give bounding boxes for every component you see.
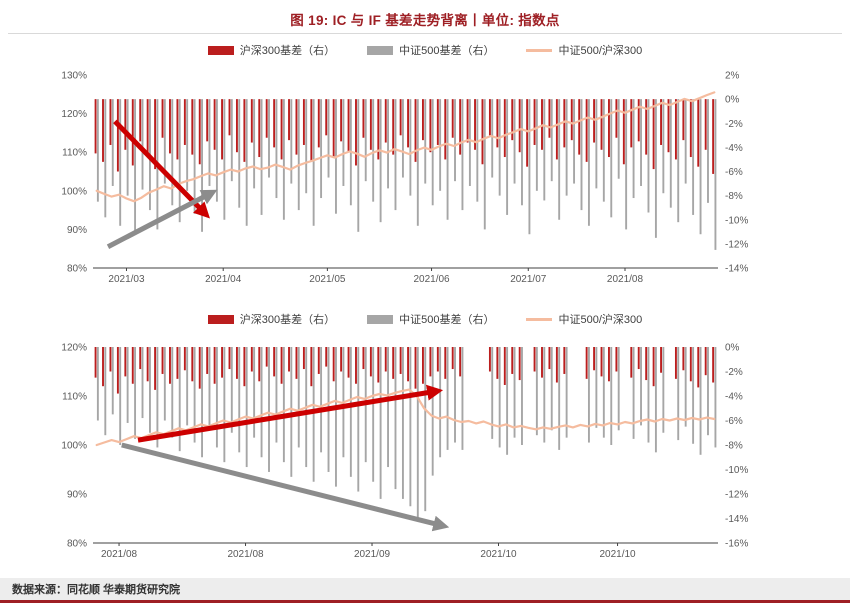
svg-text:130%: 130% — [61, 71, 87, 82]
svg-text:-4%: -4% — [725, 143, 743, 154]
svg-text:100%: 100% — [61, 441, 87, 452]
svg-text:2021/07: 2021/07 — [510, 274, 547, 285]
title-divider — [8, 33, 842, 34]
svg-text:-8%: -8% — [725, 441, 743, 452]
hs300-basis-swatch-icon — [207, 314, 234, 324]
hs300-basis-swatch-icon — [207, 45, 234, 55]
svg-text:-14%: -14% — [725, 264, 748, 275]
svg-text:110%: 110% — [62, 148, 87, 159]
legend-label-hs300-basis: 沪深300基差（右） — [239, 45, 336, 57]
bottom-chart-legend: 沪深300基差（右） 中证500基差（右） 中证500/沪深300 — [0, 311, 850, 327]
svg-text:2%: 2% — [725, 71, 740, 82]
legend-item-hs300-basis: 沪深300基差（右） — [207, 311, 336, 327]
svg-text:-12%: -12% — [725, 490, 748, 501]
svg-text:2021/08: 2021/08 — [607, 274, 644, 285]
legend-item-zz500-basis: 中证500基差（右） — [367, 42, 494, 58]
bottom-accent-rule — [0, 600, 850, 603]
legend-label-zz500-basis: 中证500基差（右） — [399, 314, 495, 326]
bottom-chart-ic-if-basis-divergence: 120% 110% 100% 90% 80% 0% -2% -4% -6% -8% -10% -12%… — [61, 343, 748, 561]
ratio-line-swatch-icon — [526, 48, 553, 52]
svg-text:-6%: -6% — [725, 416, 743, 427]
svg-text:110%: 110% — [62, 392, 87, 403]
svg-text:-2%: -2% — [725, 119, 743, 130]
legend-item-hs300-basis: 沪深300基差（右） — [207, 42, 336, 58]
svg-text:-14%: -14% — [725, 514, 748, 525]
page-title: 图 19: IC 与 IF 基差走势背离丨单位: 指数点 — [290, 13, 560, 28]
svg-text:2021/10: 2021/10 — [480, 549, 517, 560]
legend-label-ratio: 中证500/沪深300 — [558, 314, 643, 326]
zz500-basis-swatch-icon — [367, 314, 394, 324]
legend-item-ratio: 中证500/沪深300 — [526, 42, 642, 58]
svg-text:2021/08: 2021/08 — [101, 549, 138, 560]
svg-text:90%: 90% — [67, 225, 87, 236]
svg-text:120%: 120% — [61, 109, 87, 120]
zz500-basis-swatch-icon — [367, 45, 394, 55]
svg-text:-4%: -4% — [725, 392, 743, 403]
svg-text:2021/09: 2021/09 — [354, 549, 391, 560]
svg-text:-12%: -12% — [725, 239, 748, 250]
svg-text:80%: 80% — [67, 264, 87, 275]
svg-text:100%: 100% — [61, 186, 87, 197]
legend-item-zz500-basis: 中证500基差（右） — [367, 311, 494, 327]
svg-text:-10%: -10% — [725, 215, 748, 226]
svg-text:90%: 90% — [67, 490, 87, 501]
top-chart-legend: 沪深300基差（右） 中证500基差（右） 中证500/沪深300 — [0, 42, 850, 58]
source-bar: 数据来源：同花顺 华泰期货研究院 — [0, 578, 850, 600]
legend-label-ratio: 中证500/沪深300 — [558, 45, 643, 57]
svg-text:120%: 120% — [61, 343, 87, 354]
svg-text:80%: 80% — [67, 539, 87, 550]
svg-text:-2%: -2% — [725, 367, 743, 378]
svg-text:2021/04: 2021/04 — [205, 274, 242, 285]
top-chart-ic-if-basis-divergence: 130% 120% 110% 100% 90% 80% 2% 0% -2% -4% -6% -8% -1… — [61, 71, 748, 286]
svg-text:-8%: -8% — [725, 191, 743, 202]
ratio-line-swatch-icon — [526, 317, 553, 321]
legend-label-hs300-basis: 沪深300基差（右） — [239, 314, 336, 326]
svg-text:2021/03: 2021/03 — [108, 274, 145, 285]
svg-text:2021/06: 2021/06 — [413, 274, 450, 285]
svg-text:-6%: -6% — [725, 167, 743, 178]
data-source-text: 数据来源：同花顺 华泰期货研究院 — [12, 584, 181, 596]
svg-text:2021/05: 2021/05 — [309, 274, 346, 285]
legend-item-ratio: 中证500/沪深300 — [526, 311, 642, 327]
svg-text:2021/08: 2021/08 — [227, 549, 264, 560]
svg-text:0%: 0% — [725, 343, 740, 354]
svg-text:0%: 0% — [725, 95, 740, 106]
svg-text:2021/10: 2021/10 — [599, 549, 636, 560]
svg-text:-10%: -10% — [725, 465, 748, 476]
svg-text:-16%: -16% — [725, 539, 748, 550]
legend-label-zz500-basis: 中证500基差（右） — [399, 45, 495, 57]
